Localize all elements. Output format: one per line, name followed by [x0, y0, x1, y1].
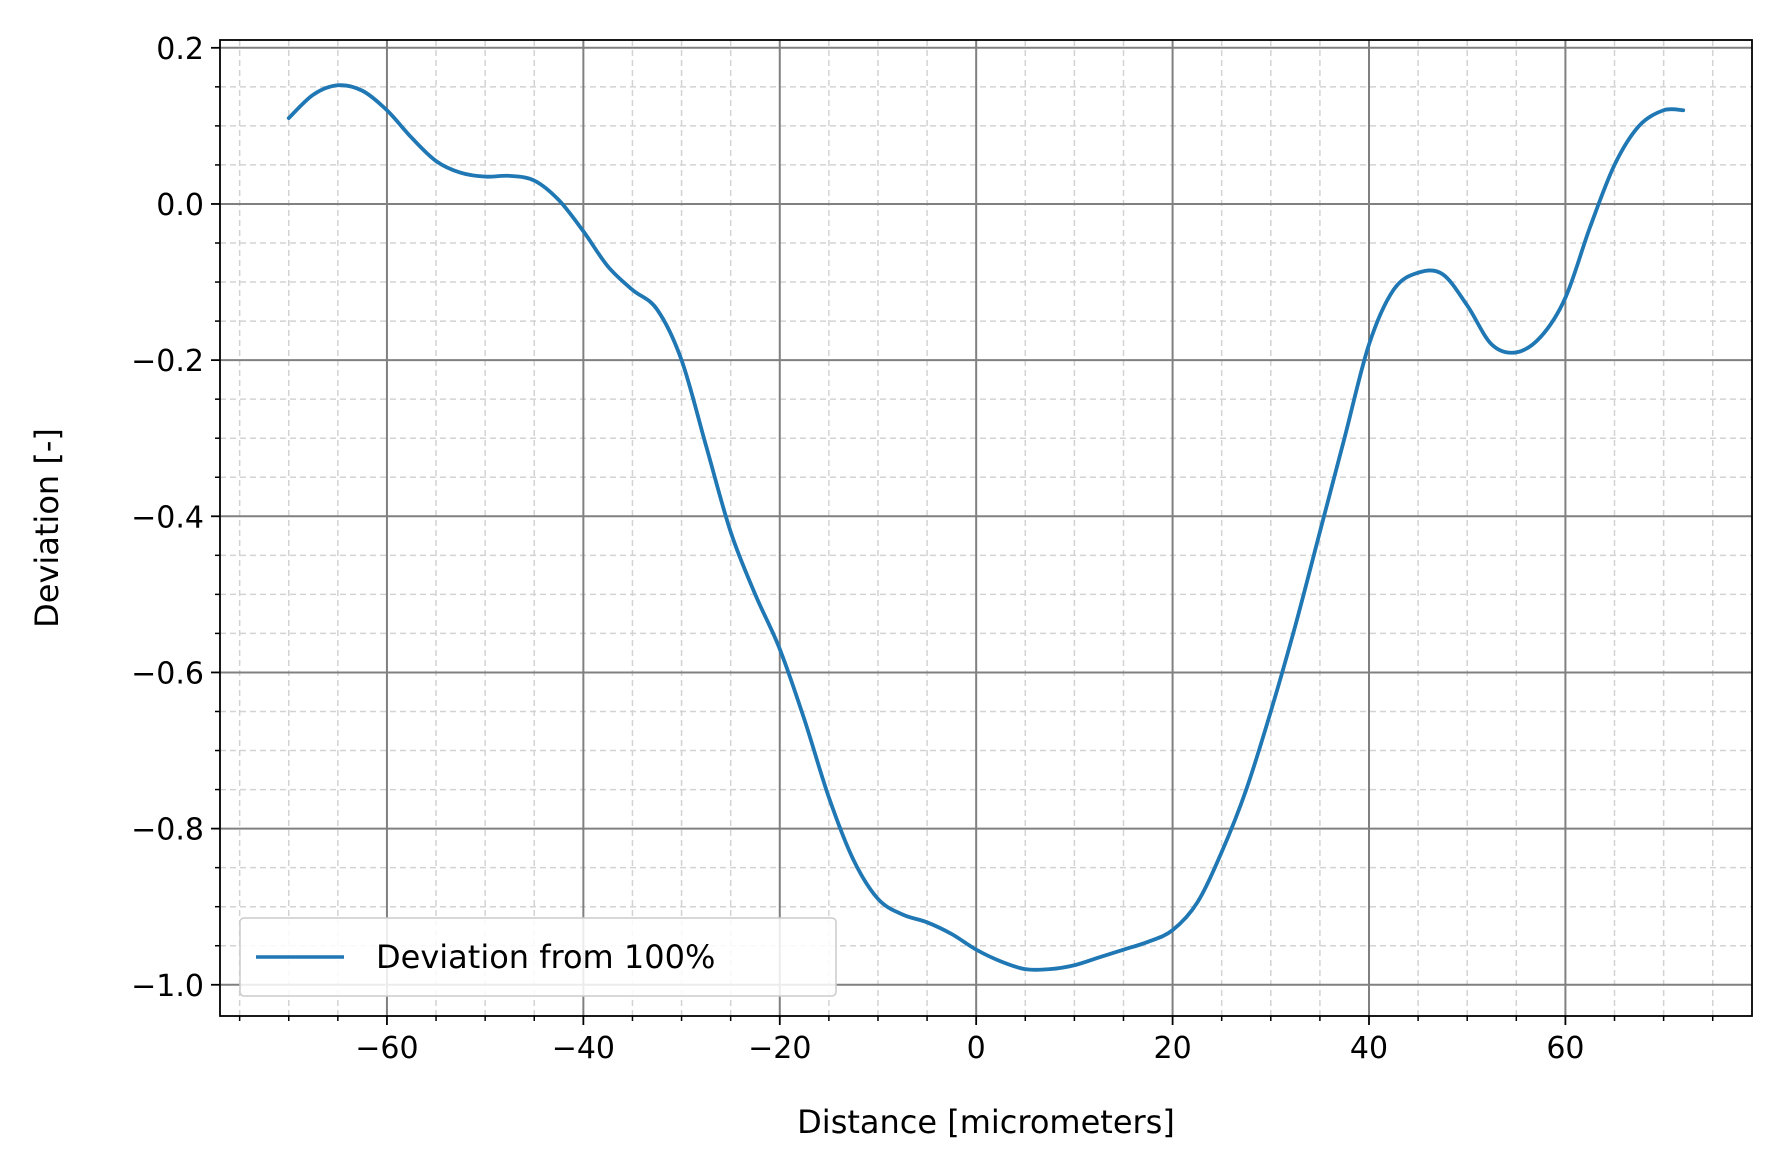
x-axis-title: Distance [micrometers]	[797, 1103, 1175, 1141]
x-tick-label: −20	[748, 1031, 811, 1066]
y-tick-labels: 0.2 0.0 −0.2 −0.4 −0.6 −0.8 −1.0	[131, 32, 204, 1004]
x-tick-label: 0	[967, 1031, 986, 1066]
series-line	[286, 83, 1686, 972]
axis-ticks	[211, 46, 1714, 1025]
y-tick-label: −0.4	[131, 500, 204, 535]
x-tick-label: −60	[355, 1031, 418, 1066]
y-tick-label: −0.2	[131, 344, 204, 379]
x-tick-label: −40	[552, 1031, 615, 1066]
major-grid	[220, 40, 1752, 1016]
y-tick-label: −1.0	[131, 969, 204, 1004]
x-tick-label: 40	[1350, 1031, 1388, 1066]
legend-box	[239, 917, 837, 997]
plot-frame	[219, 39, 1753, 1017]
y-tick-label: −0.6	[131, 656, 204, 691]
x-tick-label: 20	[1153, 1031, 1191, 1066]
y-axis-title: Deviation [-]	[28, 428, 66, 628]
y-tick-label: 0.0	[156, 188, 204, 223]
y-tick-label: −0.8	[131, 813, 204, 848]
x-tick-label: 60	[1546, 1031, 1584, 1066]
legend: Deviation from 100%	[239, 917, 837, 997]
y-tick-label: 0.2	[156, 32, 204, 67]
x-tick-labels: −60 −40 −20 0 20 40 60	[355, 1031, 1584, 1066]
series-layer	[286, 83, 1686, 972]
legend-label: Deviation from 100%	[376, 938, 715, 976]
